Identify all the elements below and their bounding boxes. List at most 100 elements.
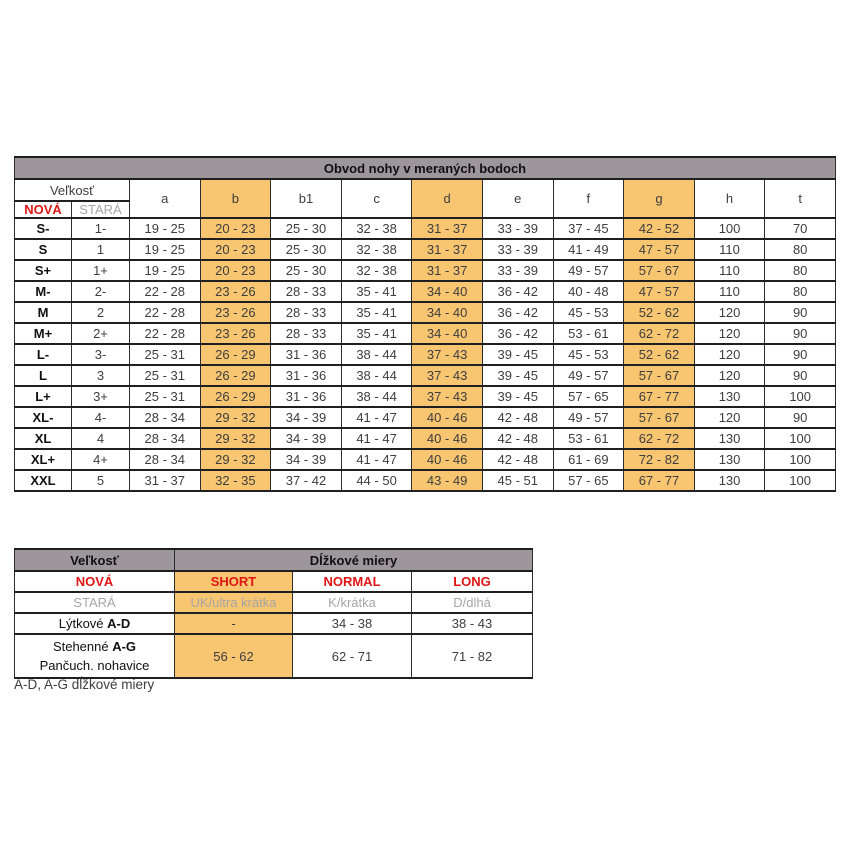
value-cell: 40 - 46	[411, 427, 483, 450]
value-cell: 25 - 30	[270, 217, 342, 240]
new-size-cell: XL	[14, 427, 72, 450]
old-size-cell: 3	[71, 364, 130, 387]
value-cell: 31 - 36	[270, 385, 342, 408]
value-cell: 25 - 31	[129, 343, 201, 366]
old-size-cell: 4+	[71, 448, 130, 471]
table-row: XXL 5 31 - 37 32 - 35 37 - 42 44 - 50 43 - 49 4…	[14, 469, 836, 492]
table-row: XL 4 28 - 34 29 - 32 34 - 39 41 - 47 40 - 46 42…	[14, 427, 836, 450]
value-cell: 37 - 42	[270, 469, 342, 492]
value-cell: 40 - 46	[411, 448, 483, 471]
value-cell: 25 - 31	[129, 385, 201, 408]
value-cell: 90	[764, 301, 836, 324]
length-table-body: NOVÁ SHORT NORMAL LONG STARÁ UK/ultra krátka K…	[14, 570, 534, 679]
old-size-cell: 1+	[71, 259, 130, 282]
value-cell: 38 - 44	[340, 364, 413, 387]
value-cell: 80	[764, 259, 836, 282]
value-cell: 57 - 67	[623, 259, 695, 282]
value-cell: 100	[764, 427, 836, 450]
value-cell: 90	[764, 406, 836, 429]
length-value-cell: 71 - 82	[410, 633, 534, 679]
value-cell: 34 - 40	[411, 322, 483, 345]
value-cell: 32 - 38	[340, 259, 413, 282]
value-cell: 34 - 39	[270, 427, 342, 450]
value-cell: 42 - 48	[481, 448, 554, 471]
value-cell: 38 - 44	[340, 385, 413, 408]
value-cell: 72 - 82	[623, 448, 695, 471]
old-size-cell: 3-	[71, 343, 130, 366]
old-size-cell: 2	[71, 301, 130, 324]
column-header-b1: b1	[270, 178, 342, 219]
table-row: L 3 25 - 31 26 - 29 31 - 36 38 - 44 37 - 43 39 …	[14, 364, 836, 387]
value-cell: 20 - 23	[199, 217, 272, 240]
value-cell: 28 - 34	[129, 427, 201, 450]
length-variant-long: LONG	[410, 570, 534, 593]
value-cell: 26 - 29	[199, 343, 272, 366]
value-cell: 39 - 45	[481, 343, 554, 366]
value-cell: 31 - 37	[411, 259, 483, 282]
value-cell: 37 - 45	[552, 217, 625, 240]
leg-circumference-table-body: S- 1- 19 - 25 20 - 23 25 - 30 32 - 38 31 - 37 3…	[14, 217, 836, 492]
length-table-head: Veľkosť Dĺžkové miery	[14, 548, 534, 572]
value-cell: 28 - 33	[270, 280, 342, 303]
value-cell: 80	[764, 238, 836, 261]
value-cell: 43 - 49	[411, 469, 483, 492]
value-cell: 26 - 29	[199, 385, 272, 408]
value-cell: 25 - 31	[129, 364, 201, 387]
table-title-row: Obvod nohy v meraných bodoch	[14, 156, 836, 180]
value-cell: 36 - 42	[481, 322, 554, 345]
value-cell: 29 - 32	[199, 427, 272, 450]
value-cell: 110	[693, 280, 766, 303]
value-cell: 100	[693, 217, 766, 240]
new-size-cell: M-	[14, 280, 72, 303]
value-cell: 26 - 29	[199, 364, 272, 387]
old-size-cell: 1	[71, 238, 130, 261]
length-value-cell: 38 - 43	[410, 612, 534, 635]
value-cell: 35 - 41	[340, 322, 413, 345]
column-header-row-1: Veľkosť a b b1 c d e f g h t	[14, 178, 836, 219]
value-cell: 35 - 41	[340, 280, 413, 303]
value-cell: 22 - 28	[129, 322, 201, 345]
value-cell: 41 - 47	[340, 406, 413, 429]
value-cell: 33 - 39	[481, 217, 554, 240]
value-cell: 29 - 32	[199, 448, 272, 471]
value-cell: 32 - 35	[199, 469, 272, 492]
value-cell: 120	[693, 364, 766, 387]
value-cell: 31 - 36	[270, 364, 342, 387]
new-size-cell: S+	[14, 259, 72, 282]
value-cell: 120	[693, 301, 766, 324]
old-size-cell: 1-	[71, 217, 130, 240]
column-header-e: e	[481, 178, 554, 219]
length-value-cell: 34 - 38	[292, 612, 412, 635]
value-cell: 100	[764, 385, 836, 408]
column-header-t: t	[764, 178, 836, 219]
value-cell: 36 - 42	[481, 301, 554, 324]
value-cell: 45 - 53	[552, 301, 625, 324]
value-cell: 40 - 48	[552, 280, 625, 303]
new-size-cell: S-	[14, 217, 72, 240]
length-row-label: Stehenné A-G Pančuch. nohavice	[14, 633, 175, 679]
length-row-label-text: Stehenné	[52, 639, 113, 654]
value-cell: 40 - 46	[411, 406, 483, 429]
value-cell: 25 - 30	[270, 259, 342, 282]
value-cell: 57 - 67	[623, 364, 695, 387]
value-cell: 47 - 57	[623, 238, 695, 261]
value-cell: 33 - 39	[481, 259, 554, 282]
value-cell: 57 - 65	[552, 469, 625, 492]
size-header: Veľkosť	[14, 178, 130, 202]
length-measures-table: Veľkosť Dĺžkové miery NOVÁ SHORT NORMAL LON…	[14, 548, 534, 679]
table-row: XL+ 4+ 28 - 34 29 - 32 34 - 39 41 - 47 40 - 46…	[14, 448, 836, 471]
table-row: L+ 3+ 25 - 31 26 - 29 31 - 36 38 - 44 37 - 43 3…	[14, 385, 836, 408]
value-cell: 31 - 36	[270, 343, 342, 366]
value-cell: 32 - 38	[340, 217, 413, 240]
length-old-row: STARÁ UK/ultra krátka K/krátka D/dlhá	[14, 591, 534, 614]
value-cell: 23 - 26	[199, 301, 272, 324]
value-cell: 39 - 45	[481, 385, 554, 408]
value-cell: 120	[693, 322, 766, 345]
value-cell: 32 - 38	[340, 238, 413, 261]
value-cell: 22 - 28	[129, 301, 201, 324]
table-row: S- 1- 19 - 25 20 - 23 25 - 30 32 - 38 31 - 37 3…	[14, 217, 836, 240]
value-cell: 42 - 48	[481, 427, 554, 450]
new-size-cell: XL+	[14, 448, 72, 471]
